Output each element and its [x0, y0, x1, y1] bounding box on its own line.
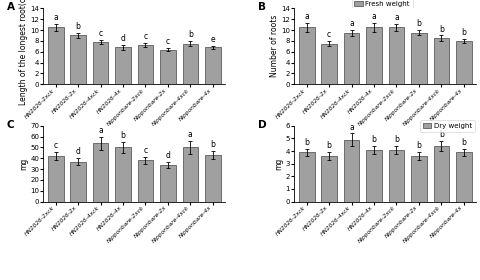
Text: b: b	[438, 130, 443, 139]
Bar	[343, 140, 359, 202]
Text: d: d	[165, 151, 170, 160]
Bar	[388, 27, 404, 84]
Bar	[115, 148, 131, 202]
Text: a: a	[393, 13, 398, 22]
Y-axis label: Number of roots: Number of roots	[269, 15, 278, 78]
Bar	[160, 165, 175, 202]
Text: B: B	[257, 2, 265, 12]
Bar	[455, 41, 471, 84]
Bar	[204, 47, 220, 84]
Text: a: a	[348, 18, 353, 28]
Text: b: b	[393, 135, 398, 144]
Bar	[321, 44, 336, 84]
Bar	[365, 150, 381, 202]
Y-axis label: mg: mg	[19, 158, 28, 170]
Bar	[410, 33, 426, 84]
Legend: Fresh weight: Fresh weight	[351, 0, 412, 10]
Bar	[93, 42, 108, 84]
Legend: Dry weight: Dry weight	[419, 120, 474, 132]
Bar	[204, 155, 220, 202]
Text: c: c	[166, 37, 169, 46]
Text: b: b	[438, 25, 443, 34]
Bar	[321, 156, 336, 202]
Bar	[432, 38, 448, 84]
Text: b: b	[188, 30, 192, 39]
Text: b: b	[460, 28, 465, 37]
Bar	[388, 150, 404, 202]
Bar	[410, 156, 426, 202]
Bar	[160, 50, 175, 84]
Text: d: d	[75, 147, 80, 157]
Bar	[137, 160, 153, 202]
Bar	[70, 162, 86, 202]
Y-axis label: mg: mg	[274, 158, 283, 170]
Text: b: b	[460, 138, 465, 147]
Bar	[182, 44, 198, 84]
Bar	[115, 47, 131, 84]
Bar	[365, 27, 381, 84]
Bar	[70, 36, 86, 84]
Text: a: a	[348, 123, 353, 132]
Text: c: c	[53, 141, 58, 150]
Bar	[48, 27, 63, 84]
Y-axis label: Length of the longest root(cm): Length of the longest root(cm)	[19, 0, 28, 105]
Bar	[298, 152, 314, 202]
Text: b: b	[416, 19, 420, 28]
Text: b: b	[416, 141, 420, 150]
Bar	[48, 156, 63, 202]
Text: b: b	[371, 135, 376, 144]
Text: a: a	[188, 130, 192, 139]
Text: C: C	[7, 120, 14, 130]
Bar	[182, 148, 198, 202]
Text: b: b	[210, 140, 215, 149]
Text: a: a	[53, 13, 58, 22]
Text: e: e	[210, 35, 215, 44]
Bar	[343, 33, 359, 84]
Text: a: a	[98, 126, 103, 135]
Text: D: D	[257, 120, 266, 130]
Bar	[298, 27, 314, 84]
Text: b: b	[120, 131, 125, 140]
Text: b: b	[303, 138, 309, 147]
Text: a: a	[304, 12, 308, 21]
Text: c: c	[98, 29, 102, 38]
Text: c: c	[143, 146, 147, 155]
Bar	[432, 146, 448, 202]
Text: b: b	[75, 22, 80, 31]
Text: a: a	[371, 12, 376, 21]
Text: d: d	[120, 34, 125, 43]
Text: c: c	[326, 30, 330, 39]
Bar	[137, 45, 153, 84]
Bar	[93, 143, 108, 202]
Text: c: c	[143, 32, 147, 41]
Text: A: A	[7, 2, 15, 12]
Text: b: b	[326, 141, 331, 150]
Bar	[455, 152, 471, 202]
